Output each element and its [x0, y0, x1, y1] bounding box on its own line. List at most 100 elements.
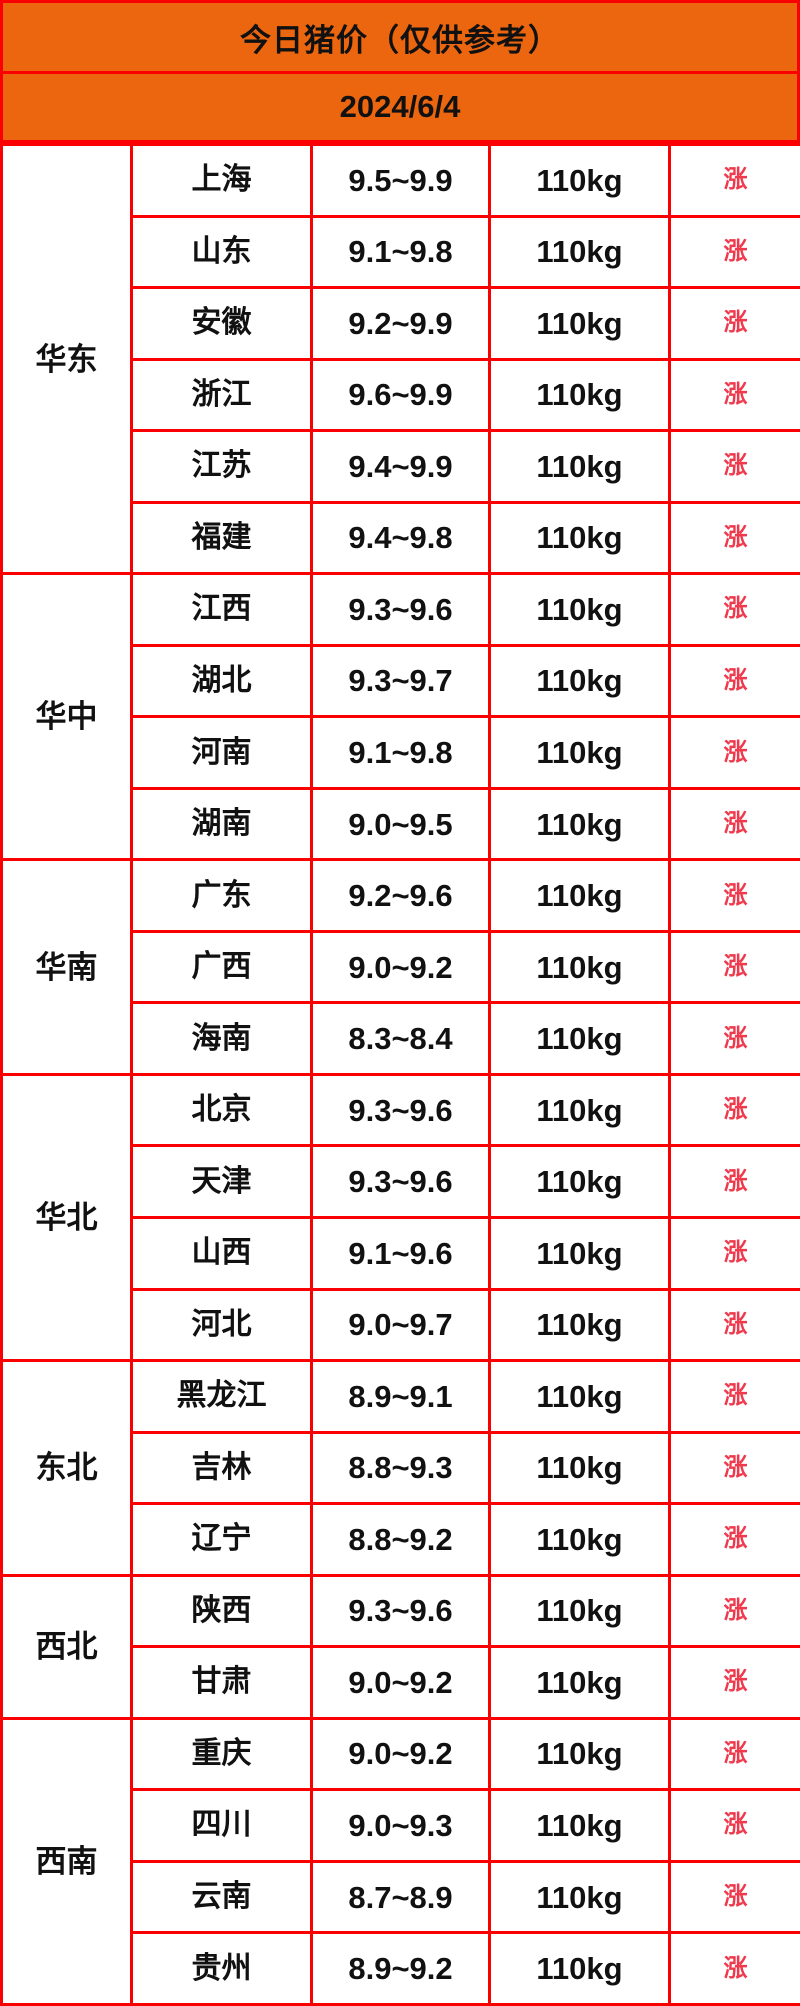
weight-cell: 110kg	[488, 643, 671, 719]
weight-cell: 110kg	[488, 929, 671, 1005]
price-cell: 9.4~9.8	[310, 500, 491, 576]
price-cell: 8.9~9.1	[310, 1359, 491, 1434]
province-cell: 甘肃	[130, 1645, 313, 1720]
province-cell: 吉林	[130, 1430, 313, 1506]
table-row: 山东 9.1~9.8 110kg 涨	[2, 214, 800, 290]
province-cell: 陕西	[130, 1573, 313, 1649]
trend-cell: 涨	[668, 1931, 800, 2006]
table-row: 华南 广东 9.2~9.6 110kg 涨	[0, 858, 800, 1076]
trend-cell: 涨	[668, 786, 800, 862]
province-cell: 安徽	[130, 286, 313, 361]
region-cell: 华东	[0, 142, 133, 576]
table-row: 东北 黑龙江 8.9~9.1 110kg 涨	[0, 1359, 800, 1577]
region-cell: 西北	[0, 1573, 133, 1720]
region-cell: 东北	[0, 1359, 133, 1577]
trend-cell: 涨	[668, 715, 800, 790]
date-bar: 2024/6/4	[0, 71, 800, 143]
weight-cell: 110kg	[488, 1716, 671, 1792]
price-cell: 9.0~9.2	[310, 1645, 491, 1720]
weight-cell: 110kg	[488, 1287, 671, 1363]
province-cell: 河南	[130, 715, 313, 790]
table-row: 甘肃 9.0~9.2 110kg 涨	[2, 1645, 800, 1720]
price-table: 华东 上海 9.5~9.9 110kg 涨山东 9.1~9.8 110kg 涨安徽 9.2~9.…	[0, 142, 800, 2006]
weight-cell: 110kg	[488, 286, 671, 361]
province-cell: 湖北	[130, 643, 313, 719]
region-cell: 华南	[0, 858, 133, 1076]
province-cell: 山西	[130, 1215, 313, 1291]
table-row: 天津 9.3~9.6 110kg 涨	[2, 1144, 800, 1219]
table-row: 海南 8.3~8.4 110kg 涨	[2, 1001, 800, 1076]
table-row: 湖南 9.0~9.5 110kg 涨	[2, 786, 800, 862]
trend-cell: 涨	[668, 1859, 800, 1935]
trend-cell: 涨	[668, 1573, 800, 1649]
province-cell: 广西	[130, 929, 313, 1005]
price-cell: 9.1~9.8	[310, 715, 491, 790]
table-row: 西北 陕西 9.3~9.6 110kg 涨	[0, 1573, 800, 1720]
province-cell: 湖南	[130, 786, 313, 862]
province-cell: 浙江	[130, 357, 313, 433]
province-cell: 重庆	[130, 1716, 313, 1792]
trend-cell: 涨	[668, 286, 800, 361]
province-cell: 广东	[130, 858, 313, 933]
trend-cell: 涨	[668, 1430, 800, 1506]
table-row: 西南 重庆 9.0~9.2 110kg 涨	[0, 1716, 800, 2006]
price-cell: 9.2~9.6	[310, 858, 491, 933]
table-row: 河南 9.1~9.8 110kg 涨	[2, 715, 800, 790]
province-cell: 海南	[130, 1001, 313, 1076]
price-cell: 9.5~9.9	[310, 143, 491, 218]
province-cell: 福建	[130, 500, 313, 576]
trend-cell: 涨	[668, 1001, 800, 1076]
weight-cell: 110kg	[488, 1502, 671, 1577]
trend-cell: 涨	[668, 929, 800, 1005]
trend-cell: 涨	[668, 572, 800, 647]
province-cell: 北京	[130, 1072, 313, 1148]
price-table-body: 华东 上海 9.5~9.9 110kg 涨山东 9.1~9.8 110kg 涨安徽 9.2~9.…	[0, 142, 800, 2006]
table-row: 广西 9.0~9.2 110kg 涨	[2, 929, 800, 1005]
trend-cell: 涨	[668, 1502, 800, 1577]
table-row: 四川 9.0~9.3 110kg 涨	[2, 1788, 800, 1863]
province-cell: 天津	[130, 1144, 313, 1219]
trend-cell: 涨	[668, 1645, 800, 1720]
price-cell: 9.1~9.8	[310, 214, 491, 290]
table-row: 辽宁 8.8~9.2 110kg 涨	[2, 1502, 800, 1577]
price-cell: 9.4~9.9	[310, 429, 491, 504]
price-cell: 8.9~9.2	[310, 1931, 491, 2006]
price-cell: 8.8~9.2	[310, 1502, 491, 1577]
price-cell: 9.3~9.6	[310, 1573, 491, 1649]
weight-cell: 110kg	[488, 715, 671, 790]
weight-cell: 110kg	[488, 1645, 671, 1720]
weight-cell: 110kg	[488, 214, 671, 290]
price-cell: 9.3~9.6	[310, 1072, 491, 1148]
table-row: 山西 9.1~9.6 110kg 涨	[2, 1215, 800, 1291]
province-cell: 江西	[130, 572, 313, 647]
price-cell: 8.3~8.4	[310, 1001, 491, 1076]
price-cell: 9.0~9.7	[310, 1287, 491, 1363]
weight-cell: 110kg	[488, 1430, 671, 1506]
trend-cell: 涨	[668, 214, 800, 290]
province-cell: 云南	[130, 1859, 313, 1935]
trend-cell: 涨	[668, 1072, 800, 1148]
price-cell: 9.1~9.6	[310, 1215, 491, 1291]
region-cell: 华中	[0, 572, 133, 862]
weight-cell: 110kg	[488, 1573, 671, 1649]
table-row: 安徽 9.2~9.9 110kg 涨	[2, 286, 800, 361]
price-cell: 9.3~9.7	[310, 643, 491, 719]
trend-cell: 涨	[668, 1716, 800, 1792]
province-cell: 贵州	[130, 1931, 313, 2006]
price-cell: 9.0~9.2	[310, 929, 491, 1005]
weight-cell: 110kg	[488, 1001, 671, 1076]
table-row: 江苏 9.4~9.9 110kg 涨	[2, 429, 800, 504]
table-row: 华北 北京 9.3~9.6 110kg 涨	[0, 1072, 800, 1363]
weight-cell: 110kg	[488, 429, 671, 504]
trend-cell: 涨	[668, 643, 800, 719]
province-cell: 江苏	[130, 429, 313, 504]
price-cell: 9.6~9.9	[310, 357, 491, 433]
region-cell: 西南	[0, 1716, 133, 2006]
weight-cell: 110kg	[488, 1859, 671, 1935]
price-cell: 8.7~8.9	[310, 1859, 491, 1935]
date-label: 2024/6/4	[339, 89, 461, 124]
table-row: 河北 9.0~9.7 110kg 涨	[2, 1287, 800, 1363]
price-cell: 9.0~9.3	[310, 1788, 491, 1863]
weight-cell: 110kg	[488, 500, 671, 576]
price-cell: 9.0~9.5	[310, 786, 491, 862]
